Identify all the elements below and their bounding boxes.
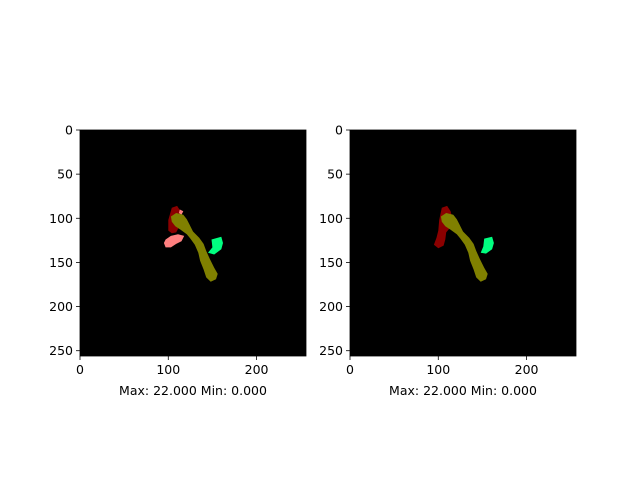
- y-tick-label: 250: [319, 343, 343, 358]
- segmentation-regions: [163, 205, 223, 282]
- x-tick-label: 200: [515, 362, 539, 377]
- segment-region: [208, 236, 223, 255]
- segment-region: [440, 213, 488, 282]
- panel-left: 0 100 200 0 50 100 150 200 250 Max: 22.000 Min:…: [49, 123, 307, 398]
- x-axis-label: Max: 22.000 Min: 0.000: [119, 383, 267, 398]
- x-axis-label: Max: 22.000 Min: 0.000: [389, 383, 537, 398]
- y-tick-label: 250: [49, 343, 73, 358]
- axes-frame: [349, 129, 577, 357]
- y-axis-ticks: 0 50 100 150 200 250: [49, 123, 80, 358]
- x-tick-label: 100: [156, 362, 180, 377]
- panel-right: 0 100 200 0 50 100 150 200 250 Max: 22.000 Min:…: [319, 123, 577, 398]
- image-area: [350, 130, 576, 356]
- segment-region: [480, 236, 494, 254]
- x-tick-label: 0: [346, 362, 354, 377]
- image-area: [80, 130, 306, 356]
- y-tick-label: 200: [49, 299, 73, 314]
- y-tick-label: 0: [65, 123, 73, 138]
- y-tick-label: 150: [319, 255, 343, 270]
- x-axis-ticks: 0 100 200: [76, 356, 269, 377]
- x-tick-label: 0: [76, 362, 84, 377]
- y-axis-ticks: 0 50 100 150 200 250: [319, 123, 350, 358]
- axes-frame: [79, 129, 307, 357]
- y-tick-label: 100: [319, 211, 343, 226]
- segment-region: [170, 213, 218, 282]
- y-tick-label: 100: [49, 211, 73, 226]
- segment-region: [163, 234, 185, 248]
- x-tick-label: 200: [245, 362, 269, 377]
- y-tick-label: 200: [319, 299, 343, 314]
- y-tick-label: 0: [335, 123, 343, 138]
- segmentation-regions: [433, 205, 494, 282]
- y-tick-label: 50: [327, 167, 343, 182]
- segment-region: [178, 209, 184, 215]
- x-axis-ticks: 0 100 200: [346, 356, 539, 377]
- x-tick-label: 100: [426, 362, 450, 377]
- y-tick-label: 50: [57, 167, 73, 182]
- y-tick-label: 150: [49, 255, 73, 270]
